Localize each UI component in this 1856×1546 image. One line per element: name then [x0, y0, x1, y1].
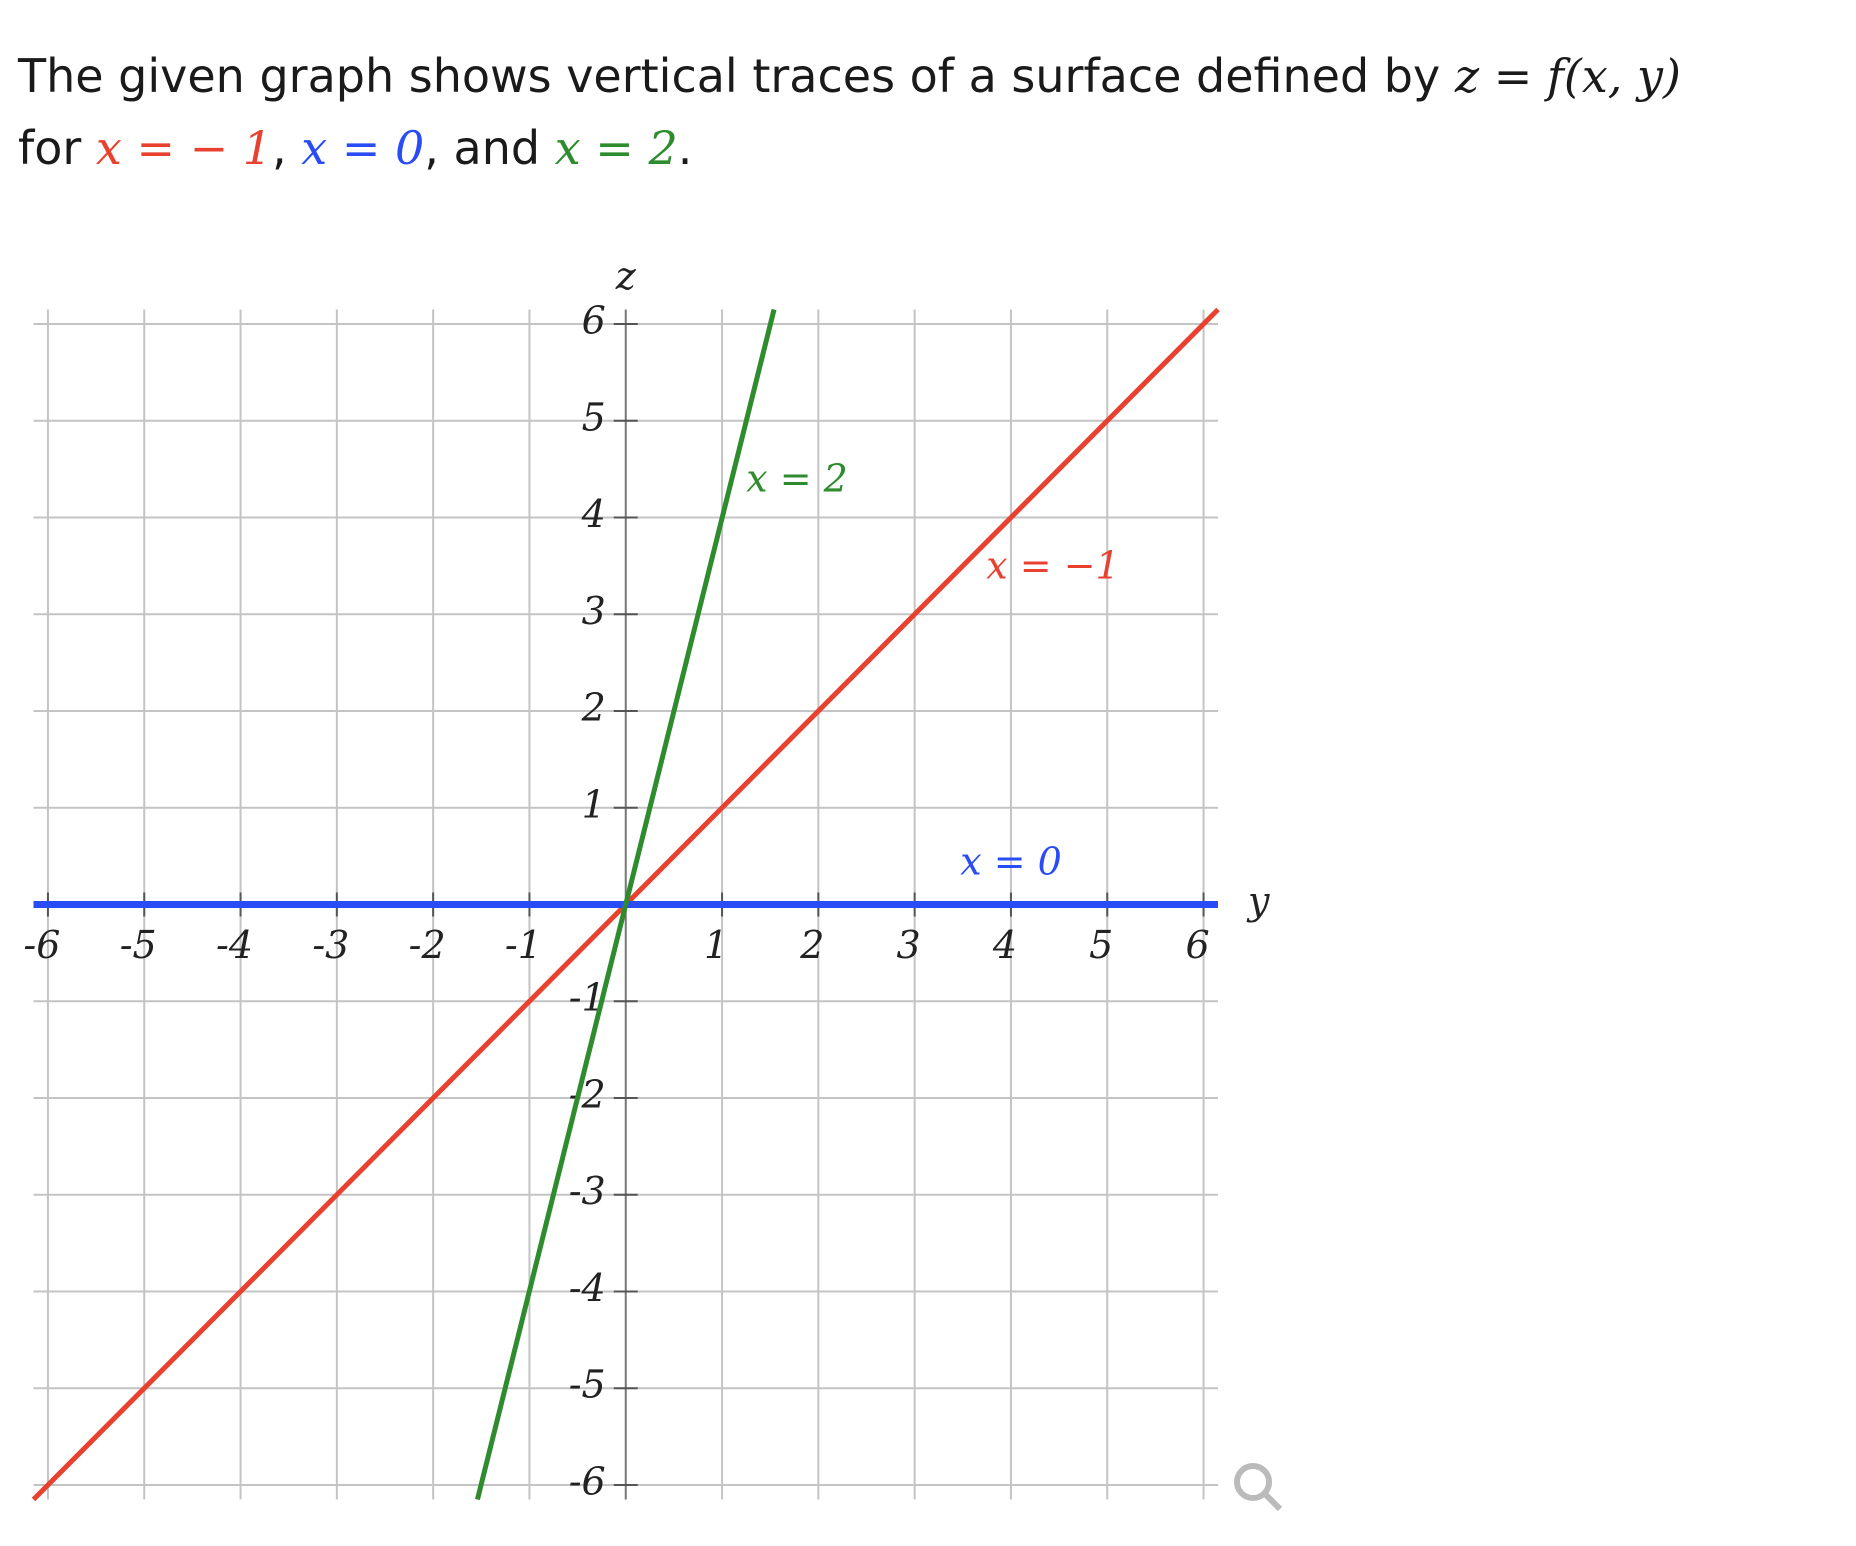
trace-label: x = −1 [986, 544, 1119, 588]
question: The given graph shows vertical traces of… [18, 40, 1848, 184]
y-tick-label: 3 [582, 589, 606, 633]
y-tick-label: -5 [569, 1363, 606, 1407]
y-tick-label: 2 [581, 686, 606, 730]
trace-label: x = 0 [960, 840, 1062, 884]
y-tick-label: -4 [569, 1266, 606, 1310]
question-line: The given graph shows vertical traces of… [18, 40, 1848, 112]
y-tick-label: 4 [581, 492, 606, 536]
x-tick-label: -1 [505, 923, 542, 967]
text: , and [424, 121, 555, 175]
question-line: for x = − 1, x = 0, and x = 2. [18, 112, 1848, 184]
text: The given graph shows vertical traces of… [18, 49, 1455, 103]
text: . [677, 121, 693, 175]
math: z = f(x, y) [1454, 49, 1681, 103]
x-tick-label: 1 [704, 923, 728, 967]
math: x = 2 [554, 121, 678, 175]
y-tick-label: 5 [582, 395, 606, 439]
x-tick-label: -3 [312, 923, 349, 967]
y-tick-label: -6 [569, 1459, 606, 1503]
x-tick-label: 5 [1089, 923, 1113, 967]
zoom-icon[interactable] [1234, 1463, 1283, 1512]
y-axis-label: z [615, 254, 637, 298]
x-tick-label: 2 [799, 923, 824, 967]
x-tick-label: -6 [23, 923, 60, 967]
math: x = − 1 [95, 121, 273, 175]
x-tick-label: 3 [897, 923, 921, 967]
math: x = 0 [301, 121, 425, 175]
y-tick-label: -3 [569, 1169, 606, 1213]
trace-label: x = 2 [746, 457, 848, 501]
x-tick-label: 4 [992, 923, 1017, 967]
x-tick-label: 6 [1185, 923, 1209, 967]
y-tick-label: 1 [582, 782, 606, 826]
text: , [272, 121, 302, 175]
x-tick-label: -2 [409, 923, 446, 967]
x-tick-label: -4 [216, 923, 253, 967]
x-axis-label: y [1246, 879, 1270, 923]
y-tick-label: 6 [582, 299, 606, 343]
trace-line [475, 308, 777, 1501]
text: for [18, 121, 96, 175]
x-tick-label: -5 [120, 923, 157, 967]
